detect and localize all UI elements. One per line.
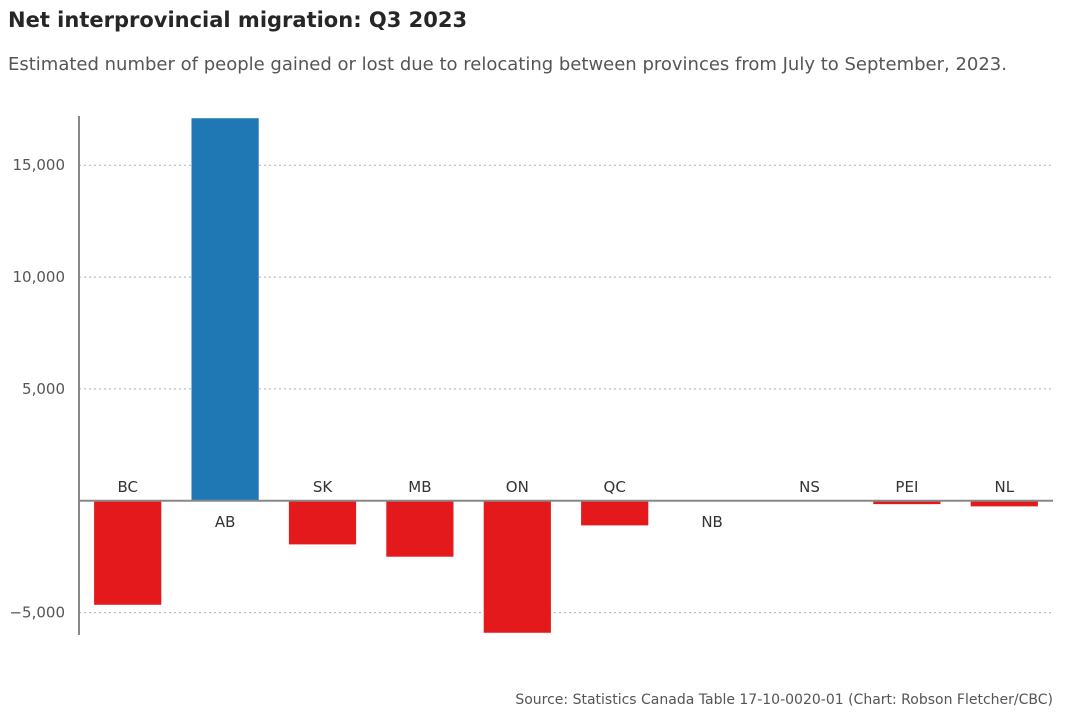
category-label: QC xyxy=(604,478,626,496)
bar-sk xyxy=(288,500,357,545)
category-label: NS xyxy=(799,478,820,496)
category-label: ON xyxy=(506,478,529,496)
chart-title: Net interprovincial migration: Q3 2023 xyxy=(8,8,468,32)
category-labels: BC AB SK MB ON QC NB NS PEI NL xyxy=(117,478,1014,531)
category-label: MB xyxy=(408,478,431,496)
category-label: NL xyxy=(995,478,1015,496)
category-label: SK xyxy=(313,478,334,496)
axes xyxy=(78,116,1053,635)
y-tick-label: 5,000 xyxy=(22,380,65,398)
category-label: PEI xyxy=(895,478,918,496)
y-tick-labels: −5,000 5,000 10,000 15,000 xyxy=(9,156,65,621)
grid-lines xyxy=(79,164,1053,614)
bars xyxy=(94,118,1038,633)
bar-pei xyxy=(873,500,941,505)
chart-subtitle: Estimated number of people gained or los… xyxy=(8,54,1007,75)
category-label: NB xyxy=(701,513,723,531)
y-tick-label: 10,000 xyxy=(13,268,66,286)
bar-qc xyxy=(581,500,649,526)
bar-on xyxy=(483,500,551,633)
bar-nl xyxy=(970,500,1038,507)
category-label: BC xyxy=(117,478,138,496)
y-tick-label: 15,000 xyxy=(13,156,66,174)
chart-source: Source: Statistics Canada Table 17-10-00… xyxy=(515,692,1053,708)
bar-mb xyxy=(386,500,454,557)
category-label: AB xyxy=(215,513,236,531)
bar-ab xyxy=(191,118,259,501)
bar-bc xyxy=(94,500,162,605)
y-tick-label: −5,000 xyxy=(9,604,65,622)
